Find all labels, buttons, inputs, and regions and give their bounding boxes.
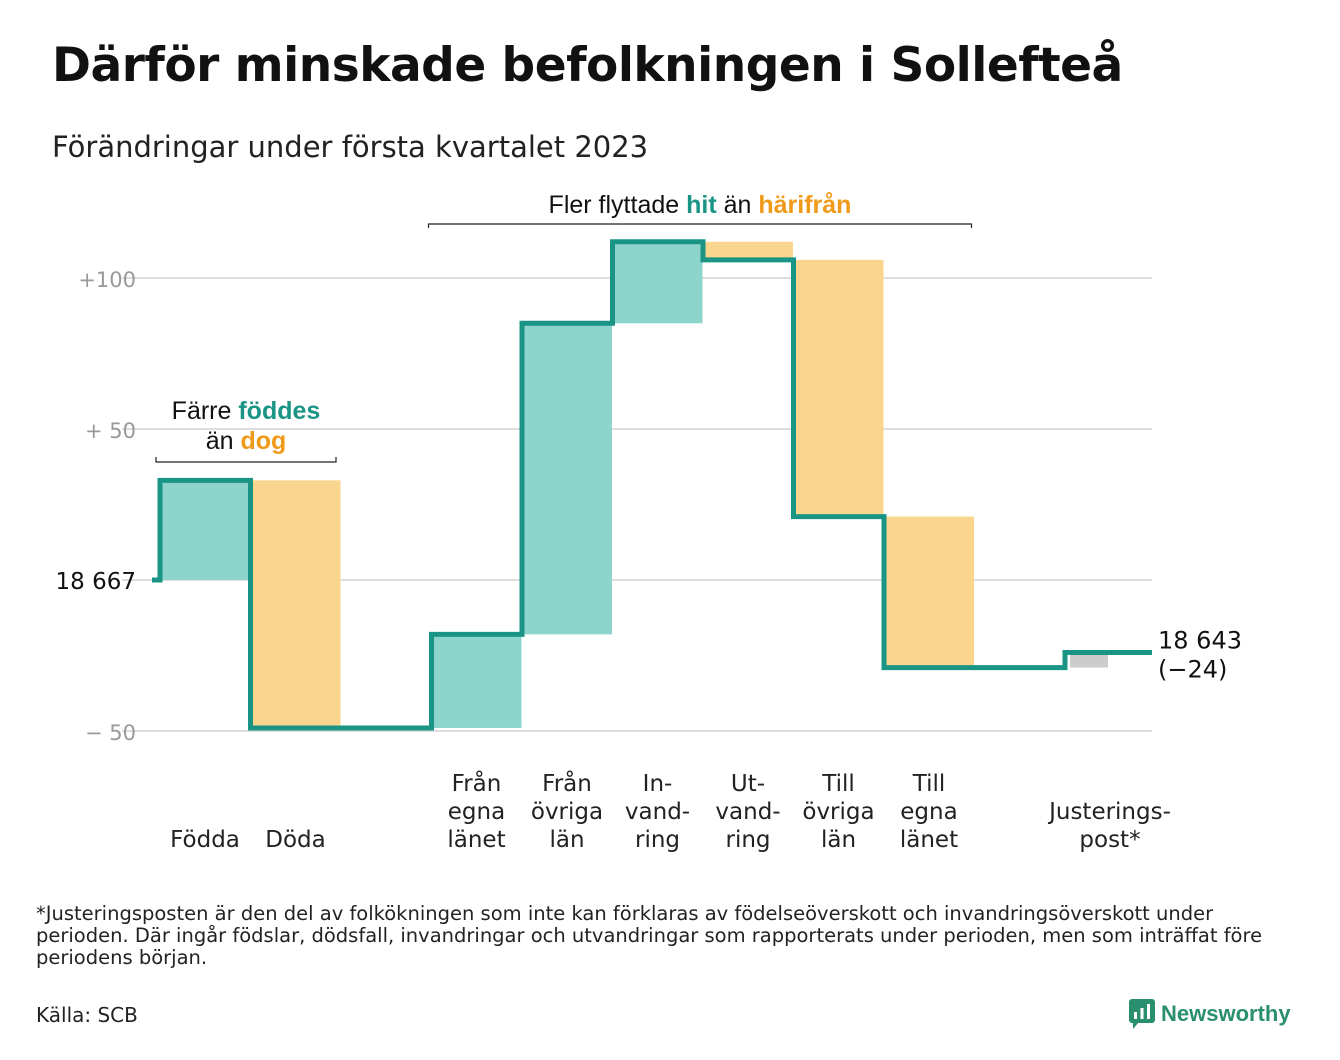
births-bracket — [155, 457, 337, 463]
y-tick-label: + 50 — [85, 419, 136, 443]
chart-title: Därför minskade befolkningen i Sollefteå — [52, 38, 1123, 93]
category-label: ring — [635, 827, 680, 853]
end-change-label: (−24) — [1158, 655, 1227, 683]
births-annotation-line2: än dog — [206, 427, 287, 455]
newsworthy-logo: Newsworthy — [1129, 999, 1291, 1029]
category-label: post* — [1079, 827, 1140, 853]
births-annotation-line1: Färre föddes — [172, 397, 321, 425]
category-label: egna — [900, 799, 957, 825]
category-label: Till — [821, 771, 855, 797]
y-tick-label: − 50 — [85, 721, 136, 745]
category-label: Från — [542, 769, 592, 797]
category-label: övriga — [531, 799, 603, 825]
start-value-label: 18 667 — [56, 569, 136, 595]
source-label: Källa: SCB — [36, 1003, 138, 1027]
category-label: vand- — [625, 799, 690, 825]
migration-bracket — [427, 223, 973, 228]
bar-chart-icon — [1129, 999, 1155, 1029]
outflow-bar — [250, 480, 341, 728]
category-label: övriga — [802, 799, 874, 825]
bar-layer — [160, 241, 1108, 728]
end-value-label: 18 643 — [1158, 626, 1242, 654]
footnote: *Justeringsposten är den del av folkökni… — [36, 902, 1263, 969]
inflow-bar — [612, 241, 703, 324]
category-label: länet — [900, 827, 958, 853]
category-label: Ut- — [731, 771, 765, 797]
category-label: Till — [912, 771, 946, 797]
category-label: Från — [452, 769, 502, 797]
inflow-bar — [160, 480, 250, 580]
y-tick-label: +100 — [78, 268, 136, 292]
category-label: Födda — [170, 827, 240, 853]
chart-subtitle: Förändringar under första kvartalet 2023 — [52, 130, 649, 164]
adjustment-bar — [1070, 652, 1108, 668]
category-label: egna — [448, 799, 505, 825]
inflow-bar — [522, 323, 612, 635]
category-label: ring — [725, 827, 770, 853]
migration-annotation: Fler flyttade hit än härifrån — [549, 191, 852, 219]
outflow-bar — [793, 259, 884, 517]
outflow-bar — [884, 516, 974, 668]
inflow-bar — [431, 634, 522, 728]
category-label: länet — [447, 827, 505, 853]
line-layer — [152, 239, 1152, 731]
category-label: In- — [643, 771, 673, 797]
category-label: Döda — [265, 827, 325, 853]
cumulative-step-line — [152, 239, 1152, 731]
category-label: län — [821, 827, 856, 853]
category-label: Justerings- — [1047, 799, 1171, 825]
logo-text: Newsworthy — [1161, 1001, 1291, 1026]
outflow-bar — [703, 241, 793, 260]
category-label: vand- — [715, 799, 780, 825]
category-label: län — [549, 827, 584, 853]
